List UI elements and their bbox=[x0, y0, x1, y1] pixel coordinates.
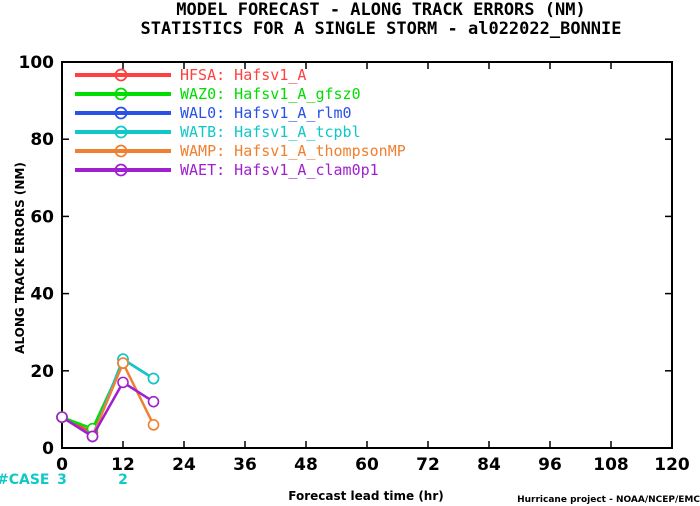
legend-entry-label: WAZ0: Hafsv1_A_gfsz0 bbox=[180, 85, 361, 103]
legend-entry-label: HFSA: Hafsv1_A bbox=[180, 66, 306, 84]
y-tick-label: 60 bbox=[30, 207, 54, 227]
series-layer bbox=[56, 353, 160, 443]
legend-swatch-marker bbox=[114, 106, 128, 120]
x-axis-ticks: 0 12 24 36 48 60 72 84 96 108 120 bbox=[56, 62, 690, 475]
x-tick-label: 36 bbox=[233, 455, 257, 475]
x-tick-label: 72 bbox=[416, 455, 440, 475]
x-tick-label: 84 bbox=[477, 455, 501, 475]
legend-entry-label: WAMP: Hafsv1_A_thompsonMP bbox=[180, 142, 406, 160]
y-axis-ticks: 0 20 40 60 80 100 bbox=[19, 53, 672, 459]
x-tick-label: 48 bbox=[294, 455, 318, 475]
series-line-1 bbox=[61, 362, 125, 430]
data-point bbox=[147, 372, 160, 385]
y-tick-label: 100 bbox=[19, 53, 55, 73]
legend-swatch-marker bbox=[114, 163, 128, 177]
y-tick-label: 0 bbox=[42, 439, 54, 459]
legend-entry-label: WATB: Hafsv1_A_tcpbl bbox=[180, 123, 361, 141]
data-point bbox=[117, 376, 129, 389]
y-axis-label: ALONG TRACK ERRORS (NM) bbox=[13, 162, 27, 354]
series-line-5 bbox=[61, 381, 155, 438]
x-tick-label: 24 bbox=[172, 455, 196, 475]
legend-swatch-marker bbox=[114, 144, 128, 158]
chart-title: MODEL FORECAST - ALONG TRACK ERRORS (NM) bbox=[176, 0, 585, 20]
legend-entry-label: WAET: Hafsv1_A_clam0p1 bbox=[180, 161, 379, 179]
x-tick-label: 0 bbox=[56, 455, 68, 475]
x-tick-label: 12 bbox=[111, 455, 135, 475]
data-point bbox=[56, 411, 68, 423]
x-tick-label: 60 bbox=[355, 455, 379, 475]
case-count-row: #CASE 3 2 bbox=[0, 472, 128, 488]
legend-swatch-marker bbox=[114, 125, 128, 139]
case-count-value: 3 bbox=[57, 472, 67, 488]
chart-subtitle: STATISTICS FOR A SINGLE STORM - al022022… bbox=[140, 19, 621, 39]
credit-text: Hurricane project - NOAA/NCEP/EMC bbox=[517, 495, 700, 505]
data-point bbox=[117, 357, 129, 369]
y-tick-label: 80 bbox=[30, 130, 54, 150]
x-tick-label: 120 bbox=[654, 455, 690, 475]
legend-swatch-marker bbox=[114, 87, 128, 101]
x-tick-label: 108 bbox=[593, 455, 629, 475]
data-point bbox=[147, 419, 160, 431]
y-tick-label: 40 bbox=[30, 285, 54, 305]
legend-swatch-marker bbox=[114, 68, 128, 82]
data-point bbox=[147, 395, 160, 408]
case-count-value: 2 bbox=[118, 472, 128, 488]
plot-frame bbox=[61, 61, 673, 449]
x-tick-label: 96 bbox=[538, 455, 562, 475]
data-point bbox=[86, 430, 99, 443]
y-tick-label: 20 bbox=[30, 362, 54, 382]
x-axis-label: Forecast lead time (hr) bbox=[288, 489, 444, 503]
case-label: #CASE bbox=[0, 472, 50, 488]
legend-entry-label: WAL0: Hafsv1_A_rlm0 bbox=[180, 104, 352, 122]
